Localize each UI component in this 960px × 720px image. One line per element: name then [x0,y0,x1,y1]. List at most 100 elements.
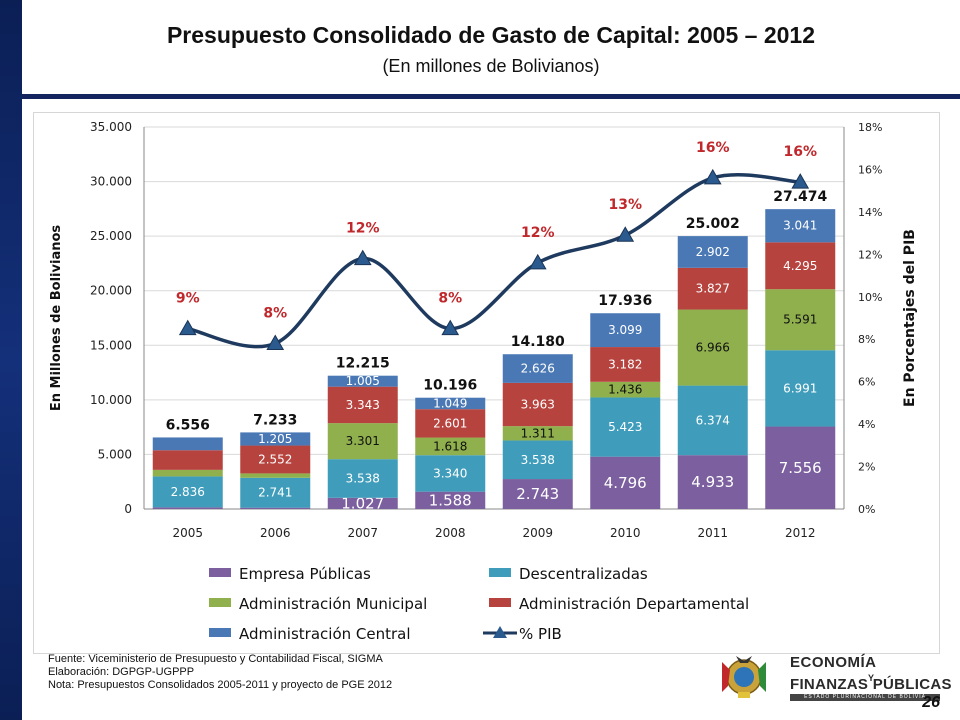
bar-data-label: 3.963 [521,398,555,412]
bar-data-label: 7.556 [779,459,822,477]
y2-tick-label: 6% [858,376,875,389]
bar-data-label: 3.343 [346,398,380,412]
legend-label: % PIB [519,625,562,643]
bar-data-label: 1.049 [433,396,467,410]
pib-data-label: 9% [176,291,200,307]
y-tick-label: 20.000 [90,284,132,298]
legend-swatch [209,628,231,637]
bar-segment [677,385,748,456]
legend-label: Administración Departamental [519,595,749,613]
legend-marker-swatch [493,626,507,638]
bar-data-label: 3.301 [346,434,380,448]
bar-total-label: 10.196 [423,378,477,394]
bar-data-label: 1.588 [429,491,472,509]
bar-data-label: 4.933 [691,473,734,491]
bar-data-label: 2.741 [258,486,292,500]
slide-subtitle: (En millones de Bolivianos) [382,56,600,76]
bar-data-label: 1.005 [346,374,380,388]
bar-segment [765,209,836,243]
bar-segment [152,437,223,451]
bar-segment [590,381,661,398]
legend-swatch [209,598,231,607]
bar-segment [502,382,573,427]
pib-point-marker [266,334,285,350]
bar-total-label: 12.215 [336,356,390,372]
y2-tick-label: 18% [858,121,882,134]
x-tick-label: 2005 [172,526,203,540]
pib-data-label: 12% [346,221,380,237]
footnote-elaboration: Elaboración: DGPGP-UGPPP [48,666,195,678]
y-tick-label: 25.000 [90,229,132,243]
bar-data-label: 1.311 [521,426,555,440]
bar-data-label: 2.601 [433,416,467,430]
pib-data-label: 12% [521,225,555,241]
y2-tick-label: 14% [858,206,882,219]
bar-data-label: 3.041 [783,219,817,233]
y2-tick-label: 12% [858,248,882,261]
bar-data-label: 2.902 [696,245,730,259]
bar-data-label: 1.618 [433,439,467,453]
bar-total-label: 25.002 [686,216,740,232]
bar-data-label: 6.374 [696,413,730,427]
y-tick-label: 15.000 [90,338,132,352]
logo-bar: ESTADO PLURINACIONAL DE BOLIVIA [790,694,940,701]
logo-line-3: FINANZAS PÚBLICAS [790,676,952,693]
pib-point-marker [441,319,460,336]
header-rule [22,94,960,99]
bar-segment [590,397,661,457]
y-axis-title: En Millones de Bolivianos [49,225,64,412]
bar-data-label: 1.436 [608,383,642,397]
legend-label: Empresa Públicas [239,565,371,583]
slide-title: Presupuesto Consolidado de Gasto de Capi… [166,22,816,48]
bar-segment [415,491,486,509]
coat-of-arms-icon [722,656,766,698]
bar-total-label: 6.556 [166,417,210,433]
legend-swatch [489,598,511,607]
bar-data-label: 3.827 [696,282,730,296]
bar-segment [765,242,836,290]
bar-segment [677,236,748,268]
x-tick-label: 2010 [610,526,641,540]
bar-segment [152,469,223,477]
bar-segment [677,455,748,509]
pib-line [187,173,801,349]
bar-segment [765,289,836,351]
y-tick-label: 30.000 [90,175,132,189]
pib-data-label: 8% [438,291,462,307]
bar-data-label: 3.340 [433,466,467,480]
bar-segment [240,432,311,446]
bar-data-label: 4.295 [783,259,817,273]
y2-axis-title: En Porcentajes del PIB [902,229,918,407]
logo-line-1: ECONOMÍA [790,654,877,671]
pib-point-marker [616,226,635,242]
footnote-note: Nota: Presupuestos Consolidados 2005-201… [48,679,393,691]
bar-total-label: 27.474 [773,189,827,205]
bar-data-label: 1.205 [258,432,292,446]
bar-segment [152,476,223,508]
chart-frame: 0 5.000 10.000 15.000 20.000 25.000 30.000 35.0… [33,112,940,654]
y2-tick-label: 2% [858,461,875,474]
bar-segment [590,456,661,509]
bar-total-label: 7.233 [253,412,297,428]
y2-tick-label: 16% [858,163,882,176]
bar-segment [415,437,486,456]
x-tick-label: 2006 [260,526,291,540]
bar-data-label: 5.591 [783,313,817,327]
legend-label: Descentralizadas [519,565,648,583]
legend-swatch [489,568,511,577]
bar-segment [765,426,836,509]
bar-data-label: 4.796 [604,474,647,492]
bar-segment [240,477,311,508]
pib-data-label: 16% [783,144,817,160]
legend-swatch [209,568,231,577]
bar-segment [152,507,223,509]
bar-segment [415,455,486,492]
x-tick-label: 2008 [435,526,466,540]
y2-tick-label: 8% [858,333,875,346]
bar-segment [327,497,398,509]
pib-point-marker [353,249,372,266]
logo-line-2: Y [868,673,875,683]
bar-segment [677,309,748,386]
y2-tick-label: 0% [858,503,875,516]
bar-data-label: 3.538 [346,471,380,485]
